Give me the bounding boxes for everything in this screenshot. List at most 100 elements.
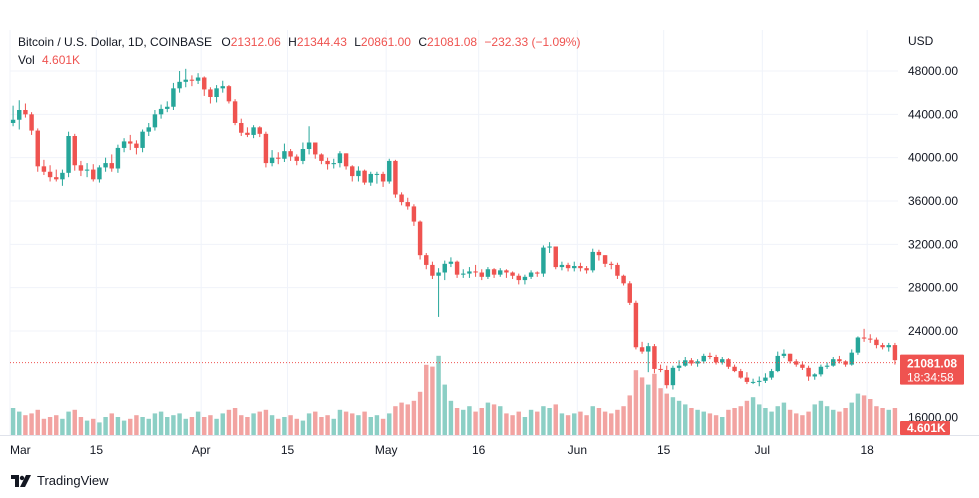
candle-body bbox=[831, 359, 836, 366]
candle-body bbox=[128, 141, 133, 144]
candle-body bbox=[590, 251, 595, 271]
candle-body bbox=[658, 368, 663, 370]
volume-legend: Vol 4.601K bbox=[18, 53, 80, 67]
candle-body bbox=[47, 171, 53, 178]
candle-body bbox=[424, 255, 429, 265]
volume-bar bbox=[109, 413, 114, 435]
candle-body bbox=[652, 346, 657, 369]
volume-bar bbox=[78, 417, 84, 435]
candle-body bbox=[516, 275, 521, 281]
volume-bar bbox=[541, 406, 546, 435]
candle-body bbox=[461, 273, 466, 275]
candle-body bbox=[41, 166, 47, 172]
volume-bar bbox=[473, 411, 478, 435]
time-axis[interactable]: Mar 15 Apr 15 May 16 Jun 15 Jul 18 bbox=[10, 443, 874, 457]
volume-bar bbox=[158, 411, 164, 435]
candle-body bbox=[824, 365, 830, 367]
volume-bar bbox=[35, 409, 40, 435]
volume-bar bbox=[800, 415, 805, 435]
volume-bar bbox=[251, 413, 256, 435]
volume-bar bbox=[91, 418, 96, 435]
volume-bar bbox=[874, 406, 879, 435]
candle-body bbox=[689, 360, 694, 364]
x-tick-label: Apr bbox=[192, 443, 211, 457]
volume-bar bbox=[306, 413, 312, 435]
volume-bar bbox=[294, 418, 299, 435]
candle-body bbox=[535, 272, 540, 274]
volume-bar bbox=[868, 399, 873, 435]
volume-bar bbox=[356, 415, 361, 435]
candle-body bbox=[528, 272, 534, 277]
volume-bar bbox=[590, 406, 595, 435]
volume-bar bbox=[615, 409, 620, 435]
candle-body bbox=[245, 132, 250, 135]
symbol-title[interactable]: Bitcoin / U.S. Dollar, 1D, COINBASE bbox=[18, 35, 213, 49]
volume-bar bbox=[535, 411, 540, 435]
tradingview-footer[interactable]: TradingView bbox=[10, 473, 109, 488]
candle-body bbox=[337, 153, 343, 164]
volume-bar bbox=[202, 417, 207, 435]
currency-label: USD bbox=[908, 34, 934, 48]
candle-body bbox=[146, 127, 151, 132]
x-tick-label: 18 bbox=[860, 443, 874, 457]
volume-bar bbox=[633, 370, 639, 435]
x-tick-label: 16 bbox=[472, 443, 486, 457]
volume-bar bbox=[313, 411, 318, 435]
candle-body bbox=[504, 270, 509, 273]
volume-bar bbox=[658, 388, 663, 435]
ohlc-legend: Bitcoin / U.S. Dollar, 1D, COINBASE O213… bbox=[18, 35, 580, 49]
volume-bar bbox=[41, 418, 47, 435]
candle-body bbox=[615, 264, 620, 276]
volume-bar bbox=[165, 417, 170, 435]
candle-body bbox=[54, 177, 59, 180]
price-axis[interactable]: 16000.0024000.0028000.0032000.0036000.00… bbox=[908, 34, 958, 425]
candle-body bbox=[158, 108, 164, 115]
volume-bar bbox=[639, 377, 645, 435]
close-label: C bbox=[418, 35, 427, 49]
volume-bar bbox=[411, 400, 417, 435]
candle-body bbox=[350, 166, 355, 177]
x-tick-label: 15 bbox=[90, 443, 104, 457]
volume-bar bbox=[516, 411, 521, 435]
volume-bar bbox=[226, 409, 232, 435]
candle-body bbox=[115, 147, 121, 169]
candle-body bbox=[343, 153, 349, 167]
y-tick-label: 32000.00 bbox=[908, 237, 958, 251]
candle-body bbox=[183, 79, 188, 82]
volume-bar bbox=[547, 408, 552, 435]
candle-body bbox=[399, 194, 404, 203]
vol-label: Vol bbox=[18, 53, 35, 67]
candle-body bbox=[769, 371, 774, 378]
candle-body bbox=[479, 272, 484, 277]
x-tick-label: Jun bbox=[568, 443, 587, 457]
volume-bar bbox=[337, 409, 343, 435]
volume-bar bbox=[177, 413, 182, 435]
candle-body bbox=[800, 364, 805, 368]
volume-bar bbox=[214, 418, 219, 435]
volume-bar bbox=[498, 406, 503, 435]
volume-bar bbox=[436, 355, 441, 435]
volume-bar bbox=[442, 384, 447, 435]
volume-bar bbox=[824, 406, 830, 435]
volume-bar bbox=[269, 415, 275, 435]
candle-body bbox=[226, 86, 232, 102]
volume-bar bbox=[47, 417, 53, 435]
volume-bar bbox=[146, 418, 151, 435]
volume-bar bbox=[319, 417, 324, 435]
candle-body bbox=[109, 163, 114, 169]
volume-bar bbox=[732, 408, 737, 435]
volume-bar bbox=[72, 409, 77, 435]
volume-bar bbox=[769, 411, 774, 435]
volume-bar bbox=[29, 413, 34, 435]
candle-body bbox=[874, 339, 879, 346]
volume-bar bbox=[781, 402, 787, 435]
candle-body bbox=[448, 261, 454, 264]
candle-body bbox=[140, 131, 145, 148]
candle-body bbox=[17, 110, 22, 120]
volume-bar bbox=[572, 413, 577, 435]
candle-body bbox=[701, 355, 706, 362]
volume-bar bbox=[892, 408, 898, 435]
